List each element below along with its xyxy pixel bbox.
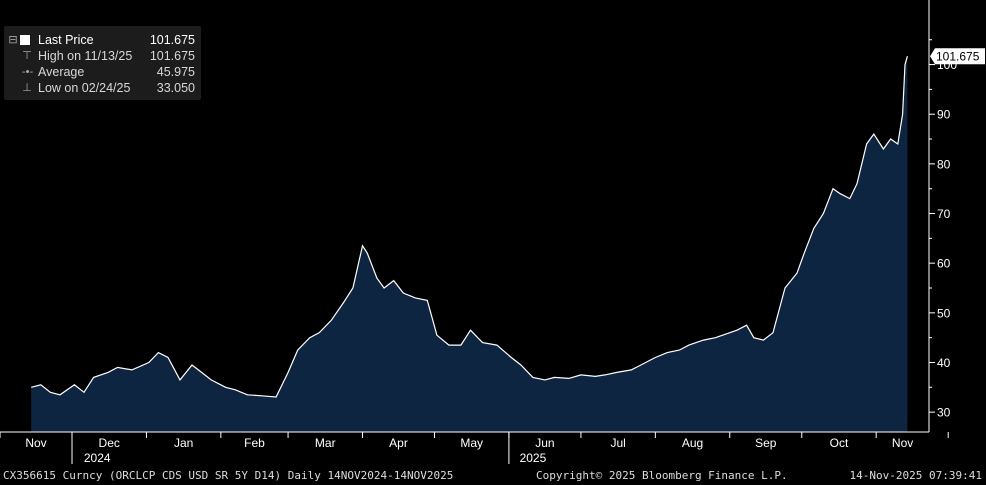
y-tick-label: 60 xyxy=(937,257,951,271)
y-tick-label: 70 xyxy=(937,207,951,221)
x-tick-label: Jun xyxy=(535,436,554,450)
y-tick-label: 50 xyxy=(937,306,951,320)
legend-last-price: ⊟ Last Price 101.675 xyxy=(8,32,195,48)
x-tick-label: Mar xyxy=(315,436,336,450)
average-marker-icon: -•- xyxy=(22,66,34,78)
x-tick-label: May xyxy=(460,436,483,450)
y-tick-label: 30 xyxy=(937,406,951,420)
x-tick-label: Jul xyxy=(610,436,625,450)
high-marker-icon: ⊤ xyxy=(22,50,32,62)
price-line xyxy=(31,56,908,398)
footer-security-info: CX356615 Curncy (ORCLCP CDS USD SR 5Y D1… xyxy=(3,469,454,482)
price-area xyxy=(31,56,908,432)
legend-low-label: Low on 02/24/25 xyxy=(38,81,131,95)
y-tick-label: 40 xyxy=(937,356,951,370)
last-price-swatch xyxy=(20,35,30,45)
last-value-label: 101.675 xyxy=(936,50,980,64)
legend-last-price-value: 101.675 xyxy=(149,33,195,47)
x-tick-label: Apr xyxy=(389,436,408,450)
plot-area xyxy=(31,56,908,432)
x-axis: Nov Dec Jan Feb Mar Apr May Jun Jul Aug Sep Oct Nov 2… xyxy=(0,431,949,465)
legend-high-label: High on 11/13/25 xyxy=(38,49,133,63)
x-tick-label: Feb xyxy=(244,436,265,450)
price-chart: Nov Dec Jan Feb Mar Apr May Jun Jul Aug Sep Oct Nov 2… xyxy=(0,0,985,465)
last-value-tag: 101.675 xyxy=(930,48,985,65)
footer-copyright: Copyright© 2025 Bloomberg Finance L.P. xyxy=(536,469,788,482)
legend-last-price-label: Last Price xyxy=(38,33,94,47)
low-marker-icon: ⊥ xyxy=(22,82,32,94)
collapse-icon[interactable]: ⊟ xyxy=(8,34,18,46)
y-tick-label: 80 xyxy=(937,157,951,171)
x-tick-label: Nov xyxy=(25,436,46,450)
legend-average: -•- Average 45.975 xyxy=(8,64,195,80)
x-tick-label: Sep xyxy=(755,436,777,450)
x-tick-label: Dec xyxy=(99,436,120,450)
legend-high-value: 101.675 xyxy=(149,49,195,63)
x-tick-label: Oct xyxy=(830,436,849,450)
last-value-tag-shape xyxy=(930,48,985,65)
y-tick-label: 90 xyxy=(937,108,951,122)
legend-high: ⊤ High on 11/13/25 101.675 xyxy=(8,48,195,64)
legend-low-value: 33.050 xyxy=(156,81,195,95)
year-label: 2025 xyxy=(520,451,547,465)
footer-bar: CX356615 Curncy (ORCLCP CDS USD SR 5Y D1… xyxy=(0,466,986,485)
year-label: 2024 xyxy=(84,451,111,465)
footer-timestamp: 14-Nov-2025 07:39:41 xyxy=(849,469,982,482)
legend-average-label: Average xyxy=(38,65,85,79)
x-tick-label: Nov xyxy=(892,436,913,450)
x-tick-label: Aug xyxy=(682,436,703,450)
legend-low: ⊥ Low on 02/24/25 33.050 xyxy=(8,80,195,96)
legend-average-value: 45.975 xyxy=(156,65,195,79)
x-tick-label: Jan xyxy=(174,436,193,450)
legend: ⊟ Last Price 101.675 ⊤ High on 11/13/25 … xyxy=(4,26,201,100)
